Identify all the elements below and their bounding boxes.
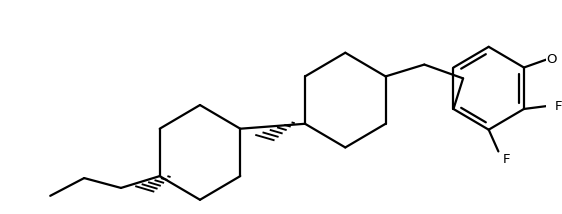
Text: O: O <box>546 53 556 66</box>
Text: F: F <box>503 153 511 166</box>
Text: F: F <box>555 100 562 113</box>
